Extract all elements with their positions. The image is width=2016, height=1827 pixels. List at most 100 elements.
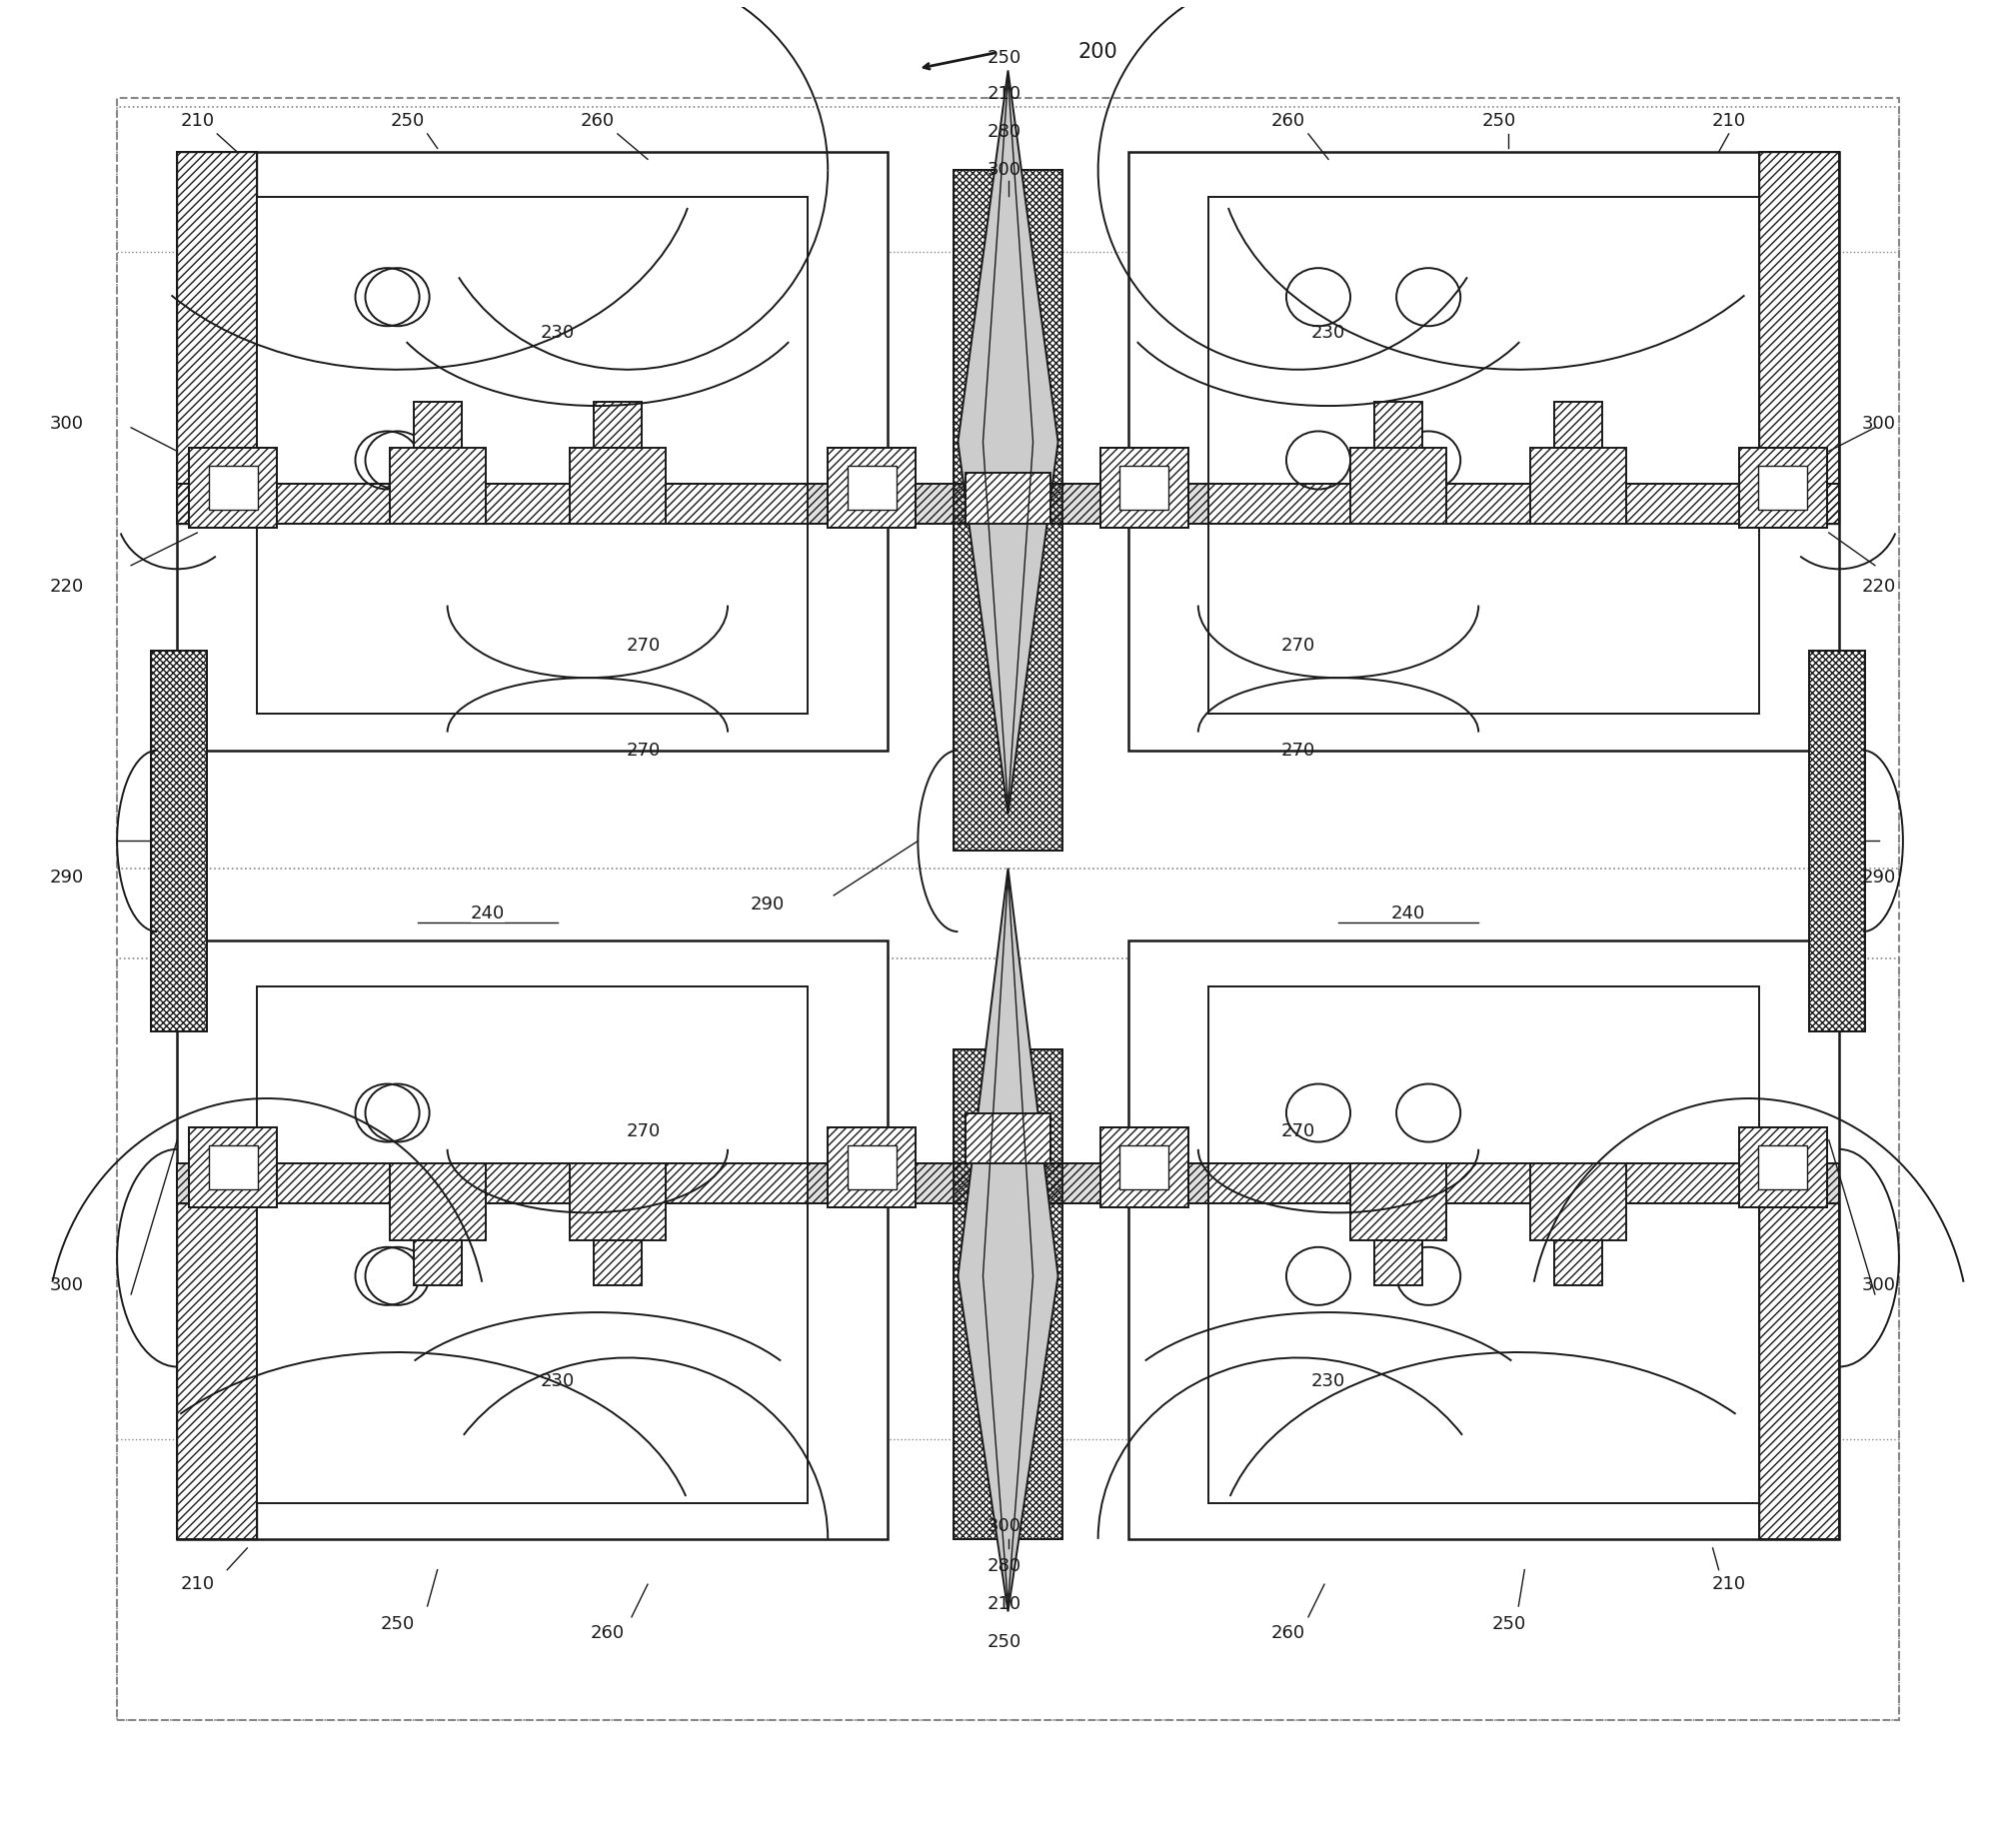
Bar (1758, 1204, 1839, 1538)
Bar (210, 1146, 258, 1189)
Bar (593, 1241, 641, 1284)
Bar (1554, 1241, 1603, 1284)
Bar (389, 448, 486, 524)
Bar (1101, 1127, 1187, 1208)
Text: 300: 300 (50, 415, 85, 433)
Bar (829, 448, 915, 528)
Bar (966, 1113, 1050, 1164)
Bar (1758, 152, 1839, 524)
Text: 240: 240 (470, 904, 504, 923)
Text: 210: 210 (179, 111, 214, 130)
Bar (1530, 448, 1627, 524)
Bar (1554, 402, 1603, 448)
Bar (177, 1204, 258, 1538)
Bar (413, 402, 462, 448)
Text: 260: 260 (581, 111, 615, 130)
Bar (190, 448, 278, 528)
Bar (1530, 448, 1627, 524)
Bar (571, 1164, 665, 1241)
Bar (966, 1113, 1050, 1164)
Bar (1101, 448, 1187, 528)
Bar (954, 170, 1062, 850)
Bar (954, 170, 1062, 850)
Bar (177, 484, 1839, 524)
Bar (571, 448, 665, 524)
Bar (413, 1241, 462, 1284)
Bar (829, 1127, 915, 1208)
Text: 210: 210 (988, 86, 1020, 102)
Text: 250: 250 (391, 111, 425, 130)
Bar (847, 466, 895, 510)
Text: 270: 270 (1282, 636, 1314, 654)
Bar (1351, 448, 1445, 524)
Bar (829, 448, 915, 528)
Bar (1530, 448, 1627, 524)
Bar (1554, 402, 1603, 448)
Bar (1351, 1164, 1445, 1241)
Bar (258, 197, 808, 714)
Text: 300: 300 (50, 1277, 85, 1294)
Text: 240: 240 (1391, 904, 1425, 923)
Text: 300: 300 (1863, 415, 1895, 433)
Bar (177, 484, 1839, 524)
Bar (1121, 1146, 1169, 1189)
Bar (117, 97, 1899, 1721)
Bar (413, 402, 462, 448)
Bar (1129, 152, 1839, 751)
Bar (177, 484, 1839, 524)
Bar (593, 402, 641, 448)
Bar (177, 152, 258, 524)
Bar (1375, 402, 1423, 448)
Bar (1351, 448, 1445, 524)
Text: 300: 300 (988, 1518, 1020, 1535)
Bar (177, 1164, 1839, 1204)
Bar (1121, 466, 1169, 510)
Bar (593, 1241, 641, 1284)
Bar (1375, 402, 1423, 448)
Bar (389, 448, 486, 524)
Text: 250: 250 (1482, 111, 1516, 130)
Text: 210: 210 (1712, 111, 1746, 130)
Bar (1758, 152, 1839, 524)
Bar (210, 466, 258, 510)
Bar (1758, 466, 1806, 510)
Text: 210: 210 (988, 1595, 1020, 1613)
Text: 270: 270 (1282, 742, 1314, 760)
Bar (389, 1164, 486, 1241)
Bar (954, 1049, 1062, 1538)
Bar (571, 1164, 665, 1241)
Bar (1530, 1164, 1627, 1241)
Bar (389, 1164, 486, 1241)
Bar (1351, 448, 1445, 524)
Bar (151, 650, 208, 1032)
Bar (966, 473, 1050, 524)
Bar (1758, 1146, 1806, 1189)
Text: 220: 220 (1863, 577, 1895, 596)
Text: 200: 200 (1079, 42, 1117, 62)
Bar (1808, 650, 1865, 1032)
Text: 230: 230 (1310, 325, 1345, 342)
Polygon shape (958, 868, 1058, 1611)
Text: 270: 270 (1282, 1122, 1314, 1140)
Bar (1758, 152, 1839, 524)
Text: 290: 290 (750, 895, 784, 914)
Bar (1101, 1127, 1187, 1208)
Bar (1375, 1241, 1423, 1284)
Bar (190, 1127, 278, 1208)
Bar (1375, 402, 1423, 448)
Bar (829, 1127, 915, 1208)
Bar (177, 152, 258, 524)
Bar (1738, 448, 1826, 528)
Text: 250: 250 (988, 49, 1022, 68)
Text: 230: 230 (1310, 1372, 1345, 1390)
Bar (1738, 1127, 1826, 1208)
Bar (1758, 1204, 1839, 1538)
Bar (966, 473, 1050, 524)
Bar (151, 650, 208, 1032)
Bar (151, 650, 208, 1032)
Bar (1351, 1164, 1445, 1241)
Bar (1738, 1127, 1826, 1208)
Text: 260: 260 (591, 1624, 625, 1642)
Bar (847, 1146, 895, 1189)
Bar (1208, 987, 1758, 1504)
